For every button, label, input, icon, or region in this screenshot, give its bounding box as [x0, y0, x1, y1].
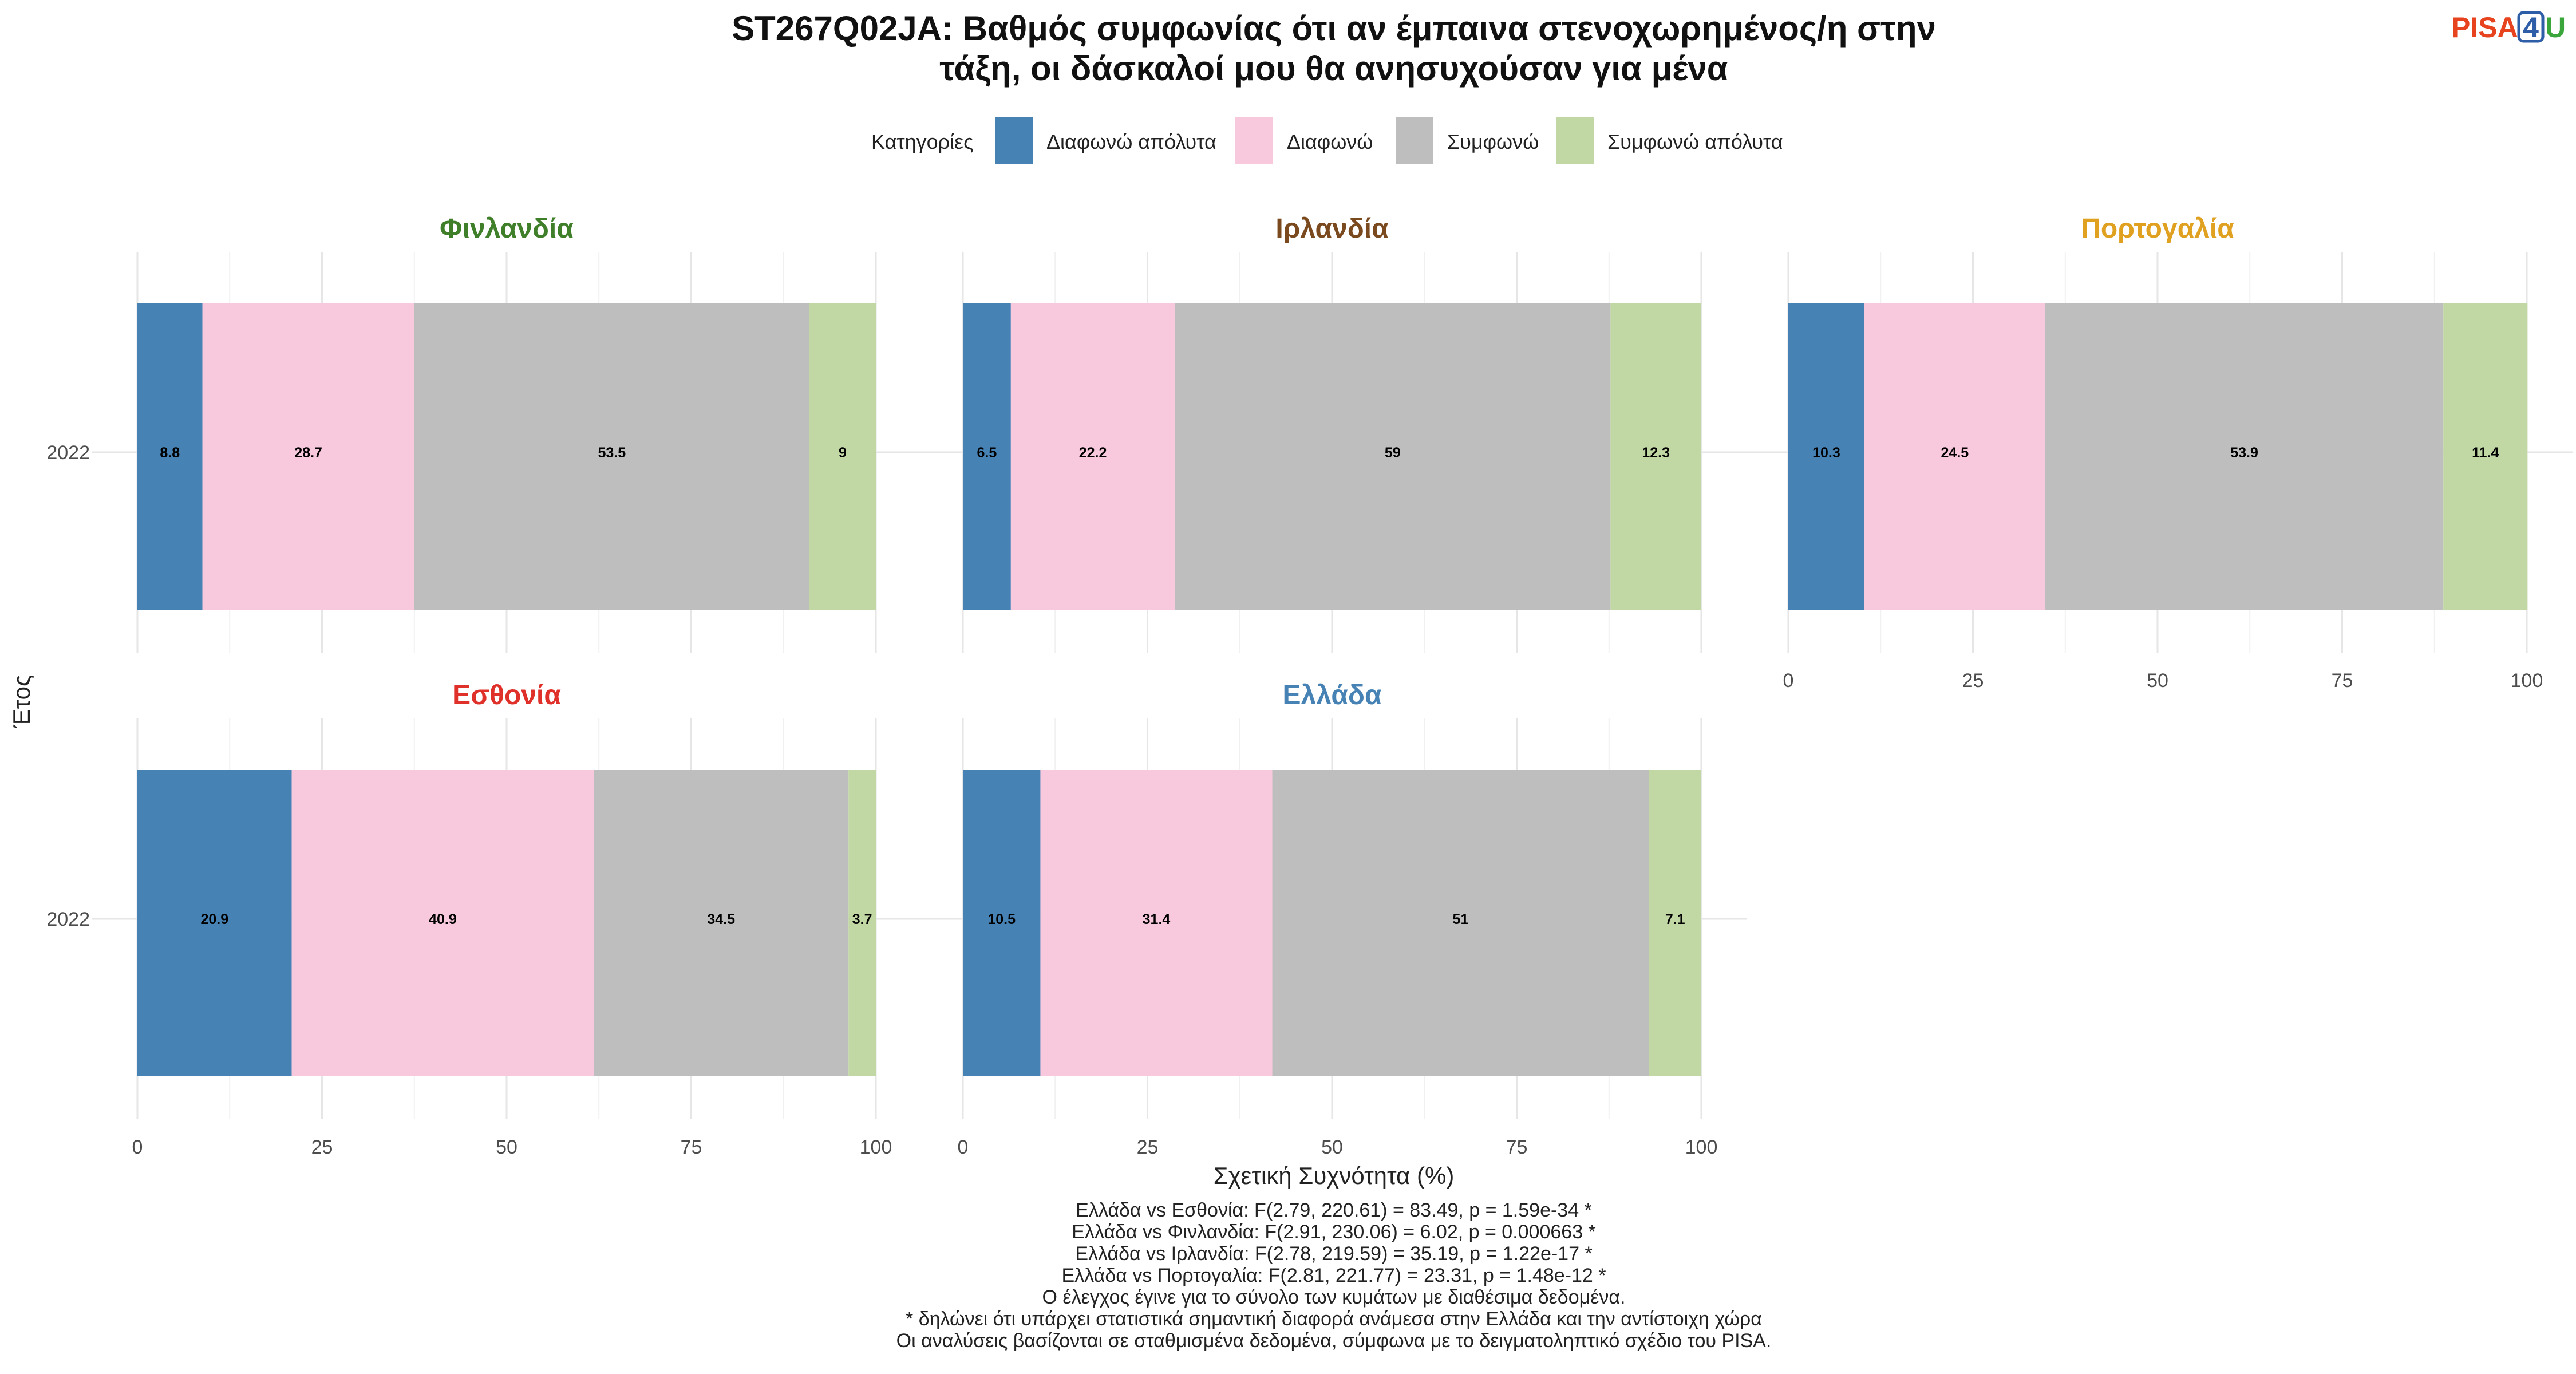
bar-segment	[963, 770, 1041, 1076]
data-label: 20.9	[200, 911, 228, 927]
data-label: 12.3	[1642, 445, 1670, 461]
logo-text-4: 4	[2523, 11, 2539, 44]
data-label: 53.5	[598, 445, 626, 461]
panel: Ιρλανδία 6.5 22.2 59 12.3	[917, 214, 1747, 653]
caption-line: Ο έλεγχος έγινε για το σύνολο των κυμάτω…	[1042, 1286, 1626, 1308]
caption: Ελλάδα vs Εσθονία: F(2.79, 220.61) = 83.…	[896, 1199, 1772, 1352]
bar-segment	[2443, 303, 2528, 610]
data-label: 53.9	[2230, 445, 2258, 461]
x-tick-label: 75	[1506, 1136, 1528, 1158]
data-label: 10.3	[1812, 445, 1840, 461]
legend: Κατηγορίες Διαφωνώ απόλυτα Διαφωνώ Συμφωνώ…	[871, 117, 1783, 164]
chart-title-line-2: τάξη, οι δάσκαλοί μου θα ανησυχούσαν για…	[939, 49, 1728, 88]
data-label: 10.5	[987, 911, 1016, 927]
bar-segment	[963, 303, 1011, 610]
legend-swatch	[1396, 117, 1433, 164]
caption-line: * δηλώνει ότι υπάρχει στατιστικά σημαντι…	[906, 1308, 1762, 1330]
data-label: 24.5	[1941, 445, 1969, 461]
data-label: 28.7	[294, 445, 322, 461]
legend-swatch	[1556, 117, 1594, 164]
data-label: 51	[1453, 911, 1469, 927]
bar-segment	[1272, 770, 1649, 1076]
legend-title: Κατηγορίες	[871, 130, 974, 153]
x-tick-label: 0	[132, 1136, 143, 1158]
caption-line: Ελλάδα vs Ιρλανδία: F(2.78, 219.59) = 35…	[1075, 1243, 1592, 1265]
legend-swatch	[995, 117, 1033, 164]
legend-label: Διαφωνώ απόλυτα	[1046, 130, 1216, 153]
x-tick-label: 100	[2511, 670, 2543, 692]
x-tick-label: 100	[860, 1136, 892, 1158]
bar-segment	[137, 303, 203, 610]
bar-segment	[1649, 770, 1701, 1076]
bar-segment	[1864, 303, 2045, 610]
panel: Πορτογαλία 10.3 24.5 53.9 11.4 0 25 50 75 100	[1743, 214, 2573, 692]
x-tick-label: 75	[681, 1136, 702, 1158]
panel-title: Εσθονία	[452, 680, 561, 710]
legend-swatch	[1235, 117, 1273, 164]
x-tick-label: 50	[2147, 670, 2168, 692]
bar-segment	[809, 303, 876, 610]
x-tick-label: 75	[2332, 670, 2353, 692]
x-tick-label: 25	[1137, 1136, 1159, 1158]
x-tick-label: 0	[1783, 670, 1794, 692]
bar-segment	[1175, 303, 1611, 610]
bar-segment	[1788, 303, 1864, 610]
panel: Ελλάδα 10.5 31.4 51 7.1 0 25 50 75 100	[917, 680, 1747, 1158]
x-tick-label: 0	[958, 1136, 969, 1158]
panel-title: Ελλάδα	[1283, 680, 1382, 710]
legend-label: Διαφωνώ	[1287, 130, 1373, 153]
x-tick-label: 100	[1685, 1136, 1718, 1158]
bar-segment	[848, 770, 876, 1076]
data-label: 34.5	[707, 911, 735, 927]
caption-line: Ελλάδα vs Φινλανδία: F(2.91, 230.06) = 6…	[1072, 1221, 1596, 1243]
chart-title-line-1: ST267Q02JA: Βαθμός συμφωνίας ότι αν έμπα…	[732, 9, 1936, 48]
y-axis-title: Έτος	[8, 675, 35, 729]
bar-segment	[414, 303, 809, 610]
panel: Φινλανδία 2022 8.8 28.7 53.5 9	[46, 214, 922, 653]
caption-line: Οι αναλύσεις βασίζονται σε σταθμισμένα δ…	[896, 1330, 1772, 1352]
x-tick-label: 25	[1962, 670, 1984, 692]
bar-segment	[291, 770, 594, 1076]
x-tick-label: 50	[1321, 1136, 1343, 1158]
logo-text-u: U	[2545, 11, 2566, 44]
x-tick-label: 25	[311, 1136, 333, 1158]
data-label: 40.9	[429, 911, 457, 927]
panel-title: Πορτογαλία	[2081, 214, 2234, 244]
data-label: 7.1	[1665, 911, 1685, 927]
caption-line: Ελλάδα vs Εσθονία: F(2.79, 220.61) = 83.…	[1076, 1199, 1592, 1221]
data-label: 59	[1385, 445, 1401, 461]
bar-segment	[137, 770, 292, 1076]
facet-panels: Φινλανδία 2022 8.8 28.7 53.5 9 Ιρλανδία 6.5 22.2…	[46, 214, 2573, 1158]
panel-title: Φινλανδία	[440, 214, 574, 244]
bar-segment	[202, 303, 414, 610]
bar-segment	[1610, 303, 1701, 610]
bar-segment	[594, 770, 849, 1076]
y-tick-label: 2022	[46, 442, 90, 464]
bar-segment	[1040, 770, 1273, 1076]
data-label: 31.4	[1143, 911, 1171, 927]
data-label: 22.2	[1079, 445, 1107, 461]
panel: Εσθονία 2022 20.9 40.9 34.5 3.7 0 25 50 75 100	[46, 680, 922, 1158]
x-axis-title: Σχετική Συχνότητα (%)	[1214, 1162, 1455, 1189]
bar-segment	[2045, 303, 2444, 610]
data-label: 6.5	[977, 445, 997, 461]
bar-segment	[1010, 303, 1175, 610]
panel-title: Ιρλανδία	[1275, 214, 1389, 244]
pisa4u-logo: PISA 4 U	[2451, 11, 2566, 44]
y-tick-label: 2022	[46, 909, 90, 930]
legend-label: Συμφωνώ απόλυτα	[1607, 130, 1783, 153]
x-tick-label: 50	[496, 1136, 517, 1158]
caption-line: Ελλάδα vs Πορτογαλία: F(2.81, 221.77) = …	[1062, 1265, 1606, 1286]
data-label: 3.7	[852, 911, 872, 927]
data-label: 8.8	[160, 445, 180, 461]
data-label: 11.4	[2472, 445, 2499, 461]
data-label: 9	[839, 445, 847, 461]
logo-box	[2517, 11, 2545, 43]
logo-text-pisa: PISA	[2451, 11, 2518, 44]
legend-label: Συμφωνώ	[1447, 130, 1539, 153]
